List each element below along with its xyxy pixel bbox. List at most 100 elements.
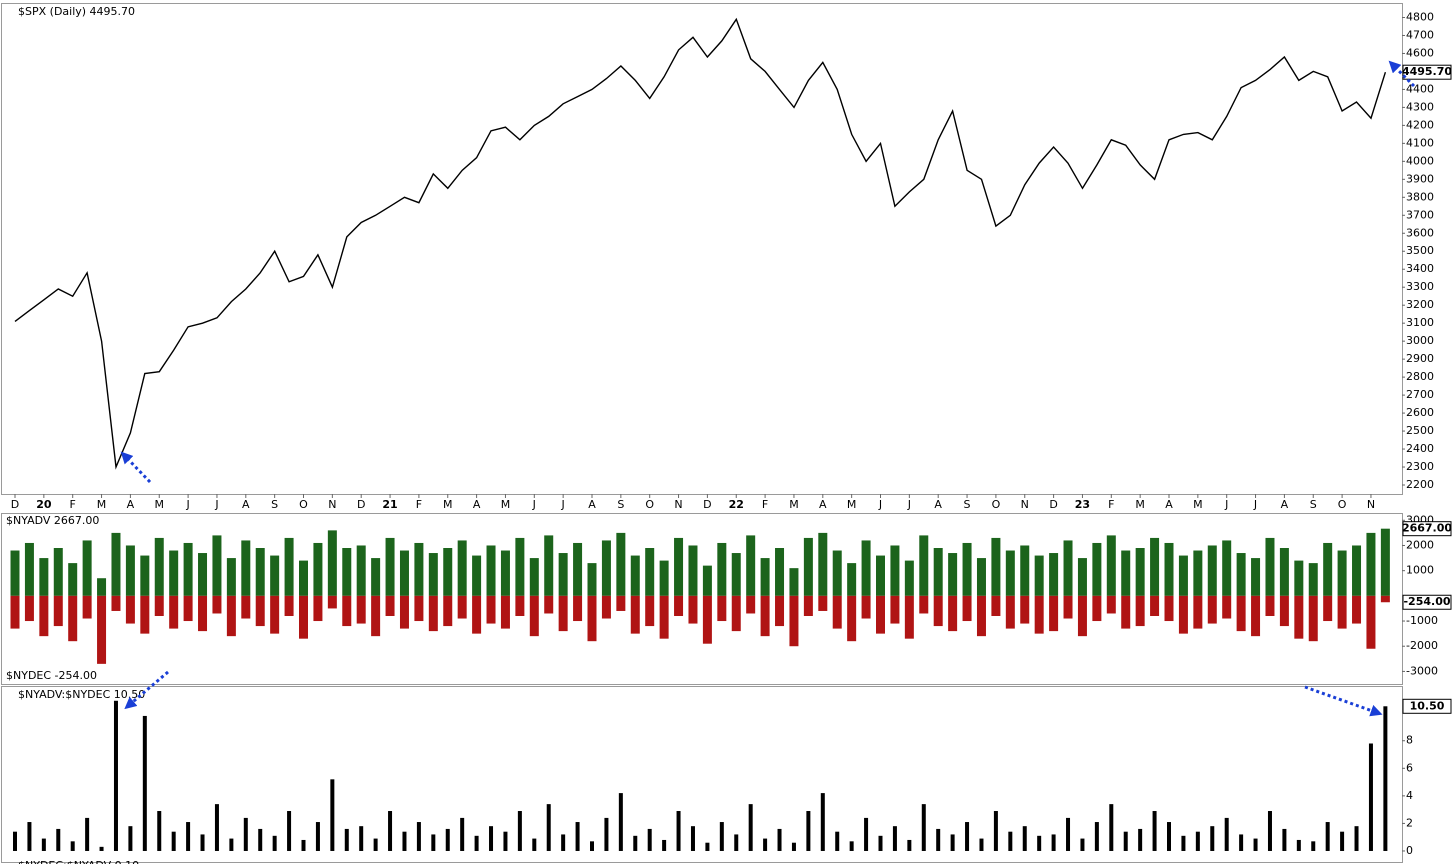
bar [529, 558, 539, 596]
bar [832, 595, 842, 629]
bar [1282, 828, 1287, 851]
bar [618, 793, 623, 851]
bar [371, 558, 381, 596]
bar [847, 563, 857, 596]
annotation-arrow [1304, 685, 1383, 717]
bar [1063, 595, 1073, 619]
bar [633, 835, 638, 851]
bar [1308, 595, 1318, 642]
bar [198, 553, 208, 596]
bar [1121, 550, 1131, 596]
y-tick-label: 0 [1406, 844, 1413, 857]
bar [24, 595, 34, 622]
y-tick-label: 2000 [1406, 538, 1434, 551]
bar [241, 540, 251, 596]
bar [503, 831, 508, 851]
y-tick-label: 3900 [1406, 172, 1434, 185]
bar [993, 811, 998, 851]
bar [443, 548, 453, 596]
bar [1106, 535, 1116, 596]
x-tick-label: S [617, 498, 624, 511]
y-tick-label: 2900 [1406, 352, 1434, 365]
y-tick-label: 4600 [1406, 46, 1434, 59]
bar [775, 548, 785, 596]
y-tick-label: 4800 [1406, 10, 1434, 23]
last-value-label: 10.50 [1410, 699, 1445, 712]
bar [962, 595, 972, 622]
bar [1383, 706, 1388, 851]
x-tick-label: F [1108, 498, 1114, 511]
bar [919, 595, 929, 614]
x-tick-label: D [11, 498, 19, 511]
bar [645, 595, 655, 627]
bar [1251, 558, 1261, 596]
bar [399, 550, 409, 596]
bar [500, 550, 510, 596]
bar [1080, 838, 1085, 851]
bar [861, 595, 871, 619]
bar [789, 595, 799, 647]
bar [991, 595, 1001, 616]
legend-entry: $NYDEC -254.00 [6, 669, 97, 682]
bar [676, 811, 681, 851]
bar [558, 553, 568, 596]
x-tick-label: J [878, 498, 882, 511]
y-tick-label: 2 [1406, 816, 1413, 829]
bar [229, 838, 234, 851]
bar [214, 804, 219, 851]
panel-footer: $NYDEC:$NYADV 0.10 [18, 859, 139, 864]
bar [1251, 595, 1261, 637]
bar [414, 595, 424, 622]
bar [85, 817, 90, 851]
bar [1236, 595, 1246, 632]
bar [1022, 826, 1027, 851]
bar [1092, 542, 1102, 596]
bar [604, 817, 609, 851]
last-value-label: 4495.70 [1402, 65, 1452, 78]
bar [1380, 595, 1390, 603]
x-tick-label: A [1281, 498, 1289, 511]
x-tick-label: 22 [729, 498, 744, 511]
bar [402, 831, 407, 851]
bar [416, 822, 421, 851]
last-value-box [1402, 64, 1452, 80]
bar [702, 595, 712, 644]
y-tick-label: 8 [1406, 734, 1413, 747]
bar [861, 540, 871, 596]
bar [82, 540, 92, 596]
bar [1077, 558, 1087, 596]
y-tick-label: 4100 [1406, 136, 1434, 149]
y-tick-label: 2500 [1406, 424, 1434, 437]
bar [171, 831, 176, 851]
bar [472, 555, 482, 596]
x-tick-label: D [1049, 498, 1057, 511]
bar [1135, 595, 1145, 627]
bar [111, 595, 121, 611]
bar [719, 822, 724, 851]
x-tick-label: D [703, 498, 711, 511]
bar [1164, 595, 1174, 622]
bar [169, 595, 179, 629]
bar [630, 555, 640, 596]
bar [1366, 595, 1376, 649]
bar [270, 595, 280, 634]
last-value-label: 2667.00 [1402, 522, 1452, 535]
y-tick-label: 2400 [1406, 442, 1434, 455]
bar [1020, 545, 1030, 596]
bar [157, 811, 162, 851]
bar [1224, 817, 1229, 851]
y-tick-label: 2700 [1406, 388, 1434, 401]
bar [97, 595, 107, 664]
y-tick-label: -2000 [1406, 639, 1438, 652]
y-tick-label: 4300 [1406, 100, 1434, 113]
bar [243, 817, 248, 851]
x-tick-label: F [70, 498, 76, 511]
bar [789, 568, 799, 596]
bar [1049, 553, 1059, 596]
bar [99, 846, 104, 851]
x-tick-label: A [127, 498, 135, 511]
bar [1340, 831, 1345, 851]
bar [690, 826, 695, 851]
bar [921, 804, 926, 851]
